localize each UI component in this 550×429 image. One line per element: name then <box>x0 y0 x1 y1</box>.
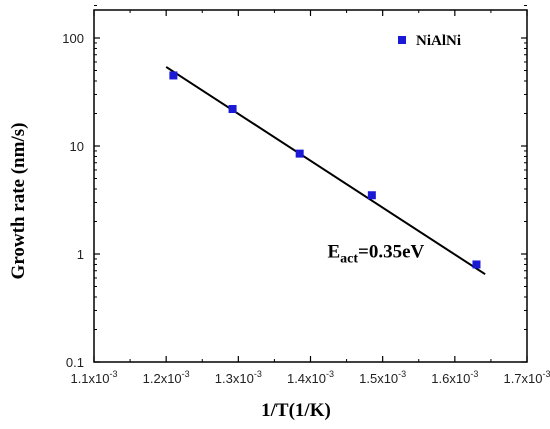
legend-label: NiAlNi <box>416 33 461 49</box>
x-tick-label-1: 1.2x10-3 <box>143 369 190 386</box>
x-tick-label-mantissa: 1.7x10 <box>503 371 542 386</box>
y-tick-label-3: 100 <box>62 31 84 46</box>
x-axis-title: 1/T(1/K) <box>261 400 331 421</box>
data-point-2 <box>295 149 304 158</box>
x-tick-label-mantissa: 1.6x10 <box>431 371 470 386</box>
data-marks <box>165 66 486 276</box>
x-tick-label-exponent: -3 <box>182 369 190 379</box>
annotation-subscript: act <box>340 252 358 267</box>
x-tick-label-mantissa: 1.1x10 <box>70 371 109 386</box>
annotation-value: =0.35eV <box>358 242 425 263</box>
x-tick-label-exponent: -3 <box>398 369 406 379</box>
y-tick-label-2: 10 <box>70 139 84 154</box>
x-tick-label-mantissa: 1.5x10 <box>359 371 398 386</box>
x-tick-label-4: 1.5x10-3 <box>359 369 406 386</box>
x-tick-label-exponent: -3 <box>110 369 118 379</box>
plot-frame <box>93 9 528 363</box>
data-point-1 <box>228 105 237 114</box>
x-tick-label-exponent: -3 <box>326 369 334 379</box>
annotation-main: E <box>327 242 340 263</box>
y-tick-label-1: 1 <box>77 247 84 262</box>
data-point-3 <box>367 191 376 200</box>
activation-energy-annotation: Eact=0.35eV <box>327 242 424 267</box>
x-tick-label-exponent: -3 <box>543 369 550 379</box>
y-tick-label-0: 0.1 <box>66 355 84 370</box>
x-tick-label-mantissa: 1.4x10 <box>287 371 326 386</box>
data-point-0 <box>169 71 178 80</box>
x-tick-label-3: 1.4x10-3 <box>287 369 334 386</box>
x-tick-label-5: 1.6x10-3 <box>431 369 478 386</box>
fit-line <box>165 66 486 276</box>
x-tick-label-6: 1.7x10-3 <box>503 369 550 386</box>
axes: 1.1x10-3 1.2x10-3 1.3x10-3 1.4x10-3 1.5x10-3… <box>62 4 550 386</box>
legend: NiAlNi <box>398 33 461 49</box>
x-tick-label-mantissa: 1.2x10 <box>143 371 182 386</box>
legend-marker <box>398 36 406 44</box>
x-tick-label-exponent: -3 <box>470 369 478 379</box>
x-tick-label-mantissa: 1.3x10 <box>215 371 254 386</box>
data-point-4 <box>472 260 481 269</box>
y-axis-title: Growth rate (nm/s) <box>8 123 29 280</box>
x-tick-label-exponent: -3 <box>254 369 262 379</box>
x-tick-label-2: 1.3x10-3 <box>215 369 262 386</box>
x-tick-label-0: 1.1x10-3 <box>70 369 117 386</box>
